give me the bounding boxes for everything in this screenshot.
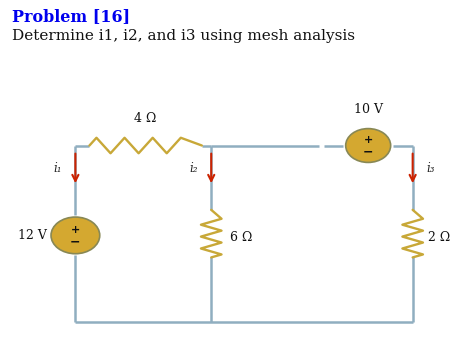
Circle shape <box>346 129 391 163</box>
Circle shape <box>51 217 100 254</box>
Text: i₂: i₂ <box>189 162 198 175</box>
Text: −: − <box>363 145 374 159</box>
Text: 6 Ω: 6 Ω <box>230 231 252 244</box>
Text: −: − <box>70 236 81 249</box>
Text: 4 Ω: 4 Ω <box>135 112 157 125</box>
Text: i₁: i₁ <box>54 162 62 175</box>
Text: 10 V: 10 V <box>354 102 383 116</box>
Text: Problem [16]: Problem [16] <box>12 8 130 25</box>
Text: 2 Ω: 2 Ω <box>428 231 450 244</box>
Text: Determine i1, i2, and i3 using mesh analysis: Determine i1, i2, and i3 using mesh anal… <box>12 29 355 43</box>
Text: i₃: i₃ <box>426 162 435 175</box>
Text: 12 V: 12 V <box>18 229 47 242</box>
Text: +: + <box>71 225 80 235</box>
Text: +: + <box>364 135 373 145</box>
